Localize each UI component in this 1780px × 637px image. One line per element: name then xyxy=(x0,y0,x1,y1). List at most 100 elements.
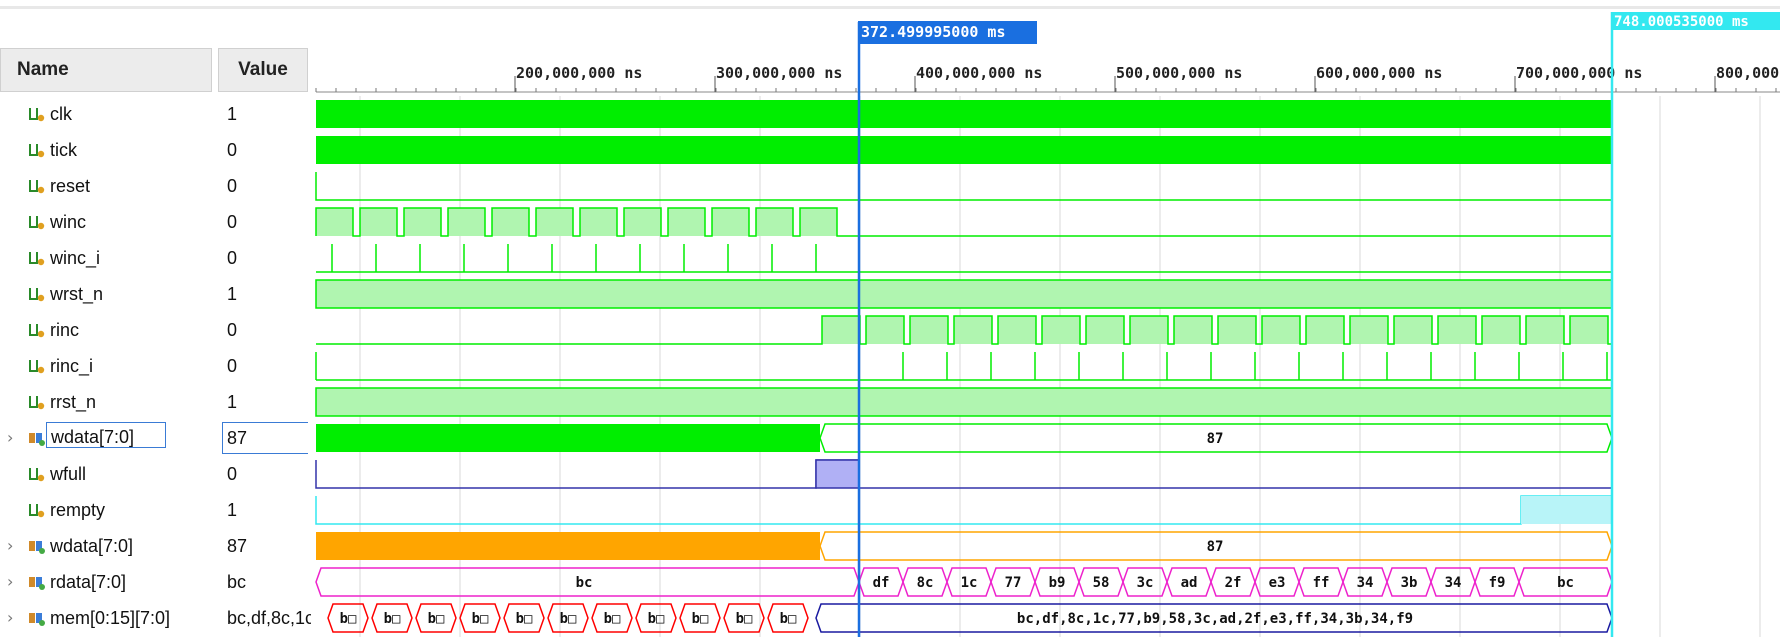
waveform-wdata2-dense xyxy=(316,532,820,560)
signal-row[interactable]: tick 0 xyxy=(0,132,316,168)
signal-value: 1 xyxy=(227,104,238,124)
signal-name[interactable]: clk xyxy=(50,104,72,124)
expand-chevron-icon[interactable]: › xyxy=(7,572,14,591)
mem-value-label: b□ xyxy=(648,611,665,627)
mem-segment xyxy=(591,603,633,633)
signal-name[interactable]: rempty xyxy=(50,500,106,520)
rinc-pulse-fill xyxy=(1130,316,1168,344)
signal-name[interactable]: rinc xyxy=(50,320,80,340)
value-column-header[interactable]: Value xyxy=(218,48,308,92)
signal-row[interactable]: › rdata[7:0] bc xyxy=(0,564,316,600)
logic-signal-icon xyxy=(28,105,46,123)
signal-name[interactable]: mem[0:15][7:0] xyxy=(50,608,171,628)
signal-row[interactable]: › mem[0:15][7:0] bc,df,8c,1c xyxy=(0,600,316,636)
signal-name[interactable]: reset xyxy=(50,176,91,196)
mem-value-label: b□ xyxy=(340,611,357,627)
signal-row[interactable]: winc_i 0 xyxy=(0,240,316,276)
signal-row[interactable]: rempty 1 xyxy=(0,492,316,528)
end-marker-time-label: 748.000535000 ms xyxy=(1614,14,1749,30)
end-marker-label-bg xyxy=(1612,12,1780,30)
rdata-value-label: 34 xyxy=(1445,575,1462,591)
rinc-pulse-fill xyxy=(1306,316,1344,344)
signal-name[interactable]: wfull xyxy=(50,464,87,484)
signal-name[interactable]: wrst_n xyxy=(50,284,104,304)
signal-row[interactable]: rrst_n 1 xyxy=(0,384,316,420)
signal-name[interactable]: rdata[7:0] xyxy=(50,572,127,592)
winc-pulse-fill xyxy=(800,208,837,236)
signal-row[interactable]: rinc 0 xyxy=(0,312,316,348)
waveform-rinc xyxy=(316,315,1612,345)
signal-row[interactable]: wrst_n 1 xyxy=(0,276,316,312)
rdata-value-label: 3c xyxy=(1137,575,1154,591)
rdata-value-label: 77 xyxy=(1005,575,1022,591)
signal-value: 0 xyxy=(227,248,238,268)
winc-pulse-fill xyxy=(448,208,485,236)
mem-segment xyxy=(459,603,501,633)
expand-chevron-icon[interactable]: › xyxy=(7,428,14,447)
signal-row[interactable]: reset 0 xyxy=(0,168,316,204)
expand-chevron-icon[interactable]: › xyxy=(7,608,14,627)
signal-row[interactable]: clk 1 xyxy=(0,96,316,132)
logic-signal-icon xyxy=(28,249,46,267)
rdata-value-label: df xyxy=(873,575,890,591)
rinc-pulse-fill xyxy=(822,316,860,344)
mem-segment xyxy=(547,603,589,633)
winc-pulse-fill xyxy=(536,208,573,236)
timeline-tick-label: 200,000,000 ns xyxy=(516,64,642,82)
winc-pulse-fill xyxy=(492,208,529,236)
logic-signal-icon xyxy=(28,465,46,483)
signal-value: bc xyxy=(227,572,247,592)
signal-value: bc,df,8c,1c xyxy=(227,608,311,628)
signal-name[interactable]: winc_i xyxy=(50,248,101,268)
signal-name[interactable]: wdata[7:0] xyxy=(50,536,134,556)
signal-name[interactable]: winc xyxy=(50,212,87,232)
rdata-value-label: 1c xyxy=(961,575,978,591)
rdata-value-label: 2f xyxy=(1225,575,1242,591)
signal-row[interactable]: winc 0 xyxy=(0,204,316,240)
signal-name[interactable]: rrst_n xyxy=(50,392,97,412)
rdata-value-label: ad xyxy=(1181,575,1198,591)
mem-segment xyxy=(371,603,413,633)
winc-pulse-fill xyxy=(668,208,705,236)
signal-name[interactable]: wdata[7:0] xyxy=(46,422,166,448)
signal-row[interactable]: › wdata[7:0] 87 xyxy=(0,528,316,564)
rinc-pulse-fill xyxy=(998,316,1036,344)
mem-value-label: b□ xyxy=(780,611,797,627)
top-divider xyxy=(0,6,1780,9)
waveform-reset xyxy=(315,172,1612,201)
mem-value-label: b□ xyxy=(516,611,533,627)
logic-signal-icon xyxy=(28,501,46,519)
signal-name[interactable]: rinc_i xyxy=(50,356,94,376)
signal-name[interactable]: tick xyxy=(50,140,77,160)
signal-row[interactable]: rinc_i 0 xyxy=(0,348,316,384)
timeline-tick-label: 300,000,000 ns xyxy=(716,64,842,82)
cursor-time-label: 372.499995000 ms xyxy=(861,23,1006,41)
bus-signal-icon xyxy=(28,537,46,555)
name-column-header[interactable]: Name xyxy=(0,48,212,92)
rinc-pulse-fill xyxy=(1394,316,1432,344)
rdata-value-label: f9 xyxy=(1489,575,1506,591)
timeline-tick-label: 700,000,000 ns xyxy=(1516,64,1642,82)
waveform-rempty xyxy=(315,495,1612,525)
rinc-pulse-fill xyxy=(866,316,904,344)
timeline-tick-label: 500,000,000 ns xyxy=(1116,64,1242,82)
rinc-pulse-fill xyxy=(1438,316,1476,344)
signal-row[interactable]: › wdata[7:0] 87 xyxy=(0,420,316,456)
mem-segment xyxy=(503,603,545,633)
waveform-wdata-dense xyxy=(316,424,820,452)
signal-value: 0 xyxy=(227,464,238,484)
winc-pulse-fill xyxy=(404,208,441,236)
signal-row[interactable]: wfull 0 xyxy=(0,456,316,492)
wfull-high-fill xyxy=(815,459,860,489)
rinc-pulse-fill xyxy=(954,316,992,344)
logic-signal-icon xyxy=(28,213,46,231)
rinc-pulse-fill xyxy=(1350,316,1388,344)
signal-value: 1 xyxy=(227,500,238,520)
expand-chevron-icon[interactable]: › xyxy=(7,536,14,555)
bus-signal-icon xyxy=(28,573,46,591)
signal-value: 87 xyxy=(227,428,248,448)
rdata-value-label: 58 xyxy=(1093,575,1110,591)
rdata-value-label: ff xyxy=(1313,575,1330,591)
winc-pulse-fill xyxy=(360,208,397,236)
